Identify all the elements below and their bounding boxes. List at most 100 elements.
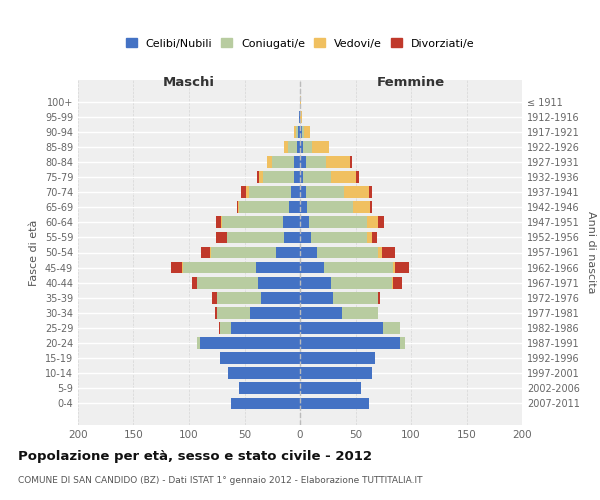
Bar [284, 232, 300, 243]
Bar [291, 186, 300, 198]
Bar [312, 141, 329, 152]
Bar [342, 307, 378, 319]
Bar [304, 141, 312, 152]
Bar [258, 277, 300, 288]
Bar [171, 262, 182, 274]
Bar [331, 171, 355, 183]
Text: COMUNE DI SAN CANDIDO (BZ) - Dati ISTAT 1° gennaio 2012 - Elaborazione TUTTITALI: COMUNE DI SAN CANDIDO (BZ) - Dati ISTAT … [18, 476, 422, 485]
Bar [382, 246, 395, 258]
Bar [237, 202, 238, 213]
Bar [300, 171, 304, 183]
Bar [295, 126, 296, 138]
Bar [197, 277, 258, 288]
Bar [201, 246, 210, 258]
Bar [300, 246, 317, 258]
Bar [215, 232, 227, 243]
Bar [263, 171, 295, 183]
Bar [182, 262, 184, 274]
Bar [305, 156, 326, 168]
Bar [228, 368, 300, 379]
Bar [215, 307, 217, 319]
Bar [283, 216, 300, 228]
Text: Femmine: Femmine [377, 76, 445, 90]
Bar [299, 111, 300, 122]
Y-axis label: Anni di nascita: Anni di nascita [586, 211, 596, 294]
Bar [210, 246, 211, 258]
Bar [304, 171, 331, 183]
Bar [250, 307, 300, 319]
Bar [259, 171, 263, 183]
Bar [400, 337, 406, 349]
Bar [212, 292, 217, 304]
Bar [241, 186, 245, 198]
Bar [211, 246, 275, 258]
Bar [215, 216, 221, 228]
Bar [344, 186, 369, 198]
Bar [369, 186, 372, 198]
Bar [200, 337, 300, 349]
Bar [378, 246, 382, 258]
Bar [300, 111, 302, 122]
Bar [370, 202, 372, 213]
Bar [217, 292, 261, 304]
Bar [219, 322, 220, 334]
Bar [300, 202, 307, 213]
Bar [311, 232, 367, 243]
Bar [325, 262, 393, 274]
Bar [220, 352, 300, 364]
Bar [300, 232, 311, 243]
Bar [220, 322, 231, 334]
Bar [300, 352, 376, 364]
Bar [284, 141, 288, 152]
Bar [295, 156, 300, 168]
Bar [372, 232, 377, 243]
Bar [300, 126, 302, 138]
Bar [298, 126, 300, 138]
Text: Maschi: Maschi [163, 76, 215, 90]
Bar [300, 262, 325, 274]
Bar [355, 171, 359, 183]
Bar [231, 398, 300, 409]
Bar [296, 126, 298, 138]
Y-axis label: Fasce di età: Fasce di età [29, 220, 39, 286]
Bar [256, 262, 300, 274]
Bar [393, 277, 402, 288]
Bar [295, 171, 300, 183]
Bar [300, 141, 304, 152]
Bar [300, 186, 305, 198]
Bar [353, 202, 370, 213]
Bar [296, 141, 300, 152]
Bar [392, 277, 393, 288]
Bar [305, 186, 344, 198]
Bar [367, 232, 372, 243]
Bar [257, 171, 259, 183]
Bar [300, 96, 301, 108]
Bar [300, 307, 342, 319]
Bar [245, 186, 249, 198]
Text: Popolazione per età, sesso e stato civile - 2012: Popolazione per età, sesso e stato civil… [18, 450, 372, 463]
Bar [193, 277, 197, 288]
Bar [239, 382, 300, 394]
Bar [300, 277, 331, 288]
Bar [272, 156, 295, 168]
Bar [275, 246, 300, 258]
Bar [300, 156, 305, 168]
Bar [261, 292, 300, 304]
Bar [184, 262, 256, 274]
Bar [378, 292, 380, 304]
Bar [300, 216, 309, 228]
Bar [266, 156, 272, 168]
Bar [300, 337, 400, 349]
Bar [326, 156, 350, 168]
Bar [331, 277, 392, 288]
Bar [300, 322, 383, 334]
Bar [383, 322, 400, 334]
Bar [221, 216, 223, 228]
Bar [395, 262, 409, 274]
Bar [249, 186, 291, 198]
Bar [367, 216, 378, 228]
Bar [197, 337, 200, 349]
Bar [393, 262, 395, 274]
Bar [304, 126, 310, 138]
Bar [231, 322, 300, 334]
